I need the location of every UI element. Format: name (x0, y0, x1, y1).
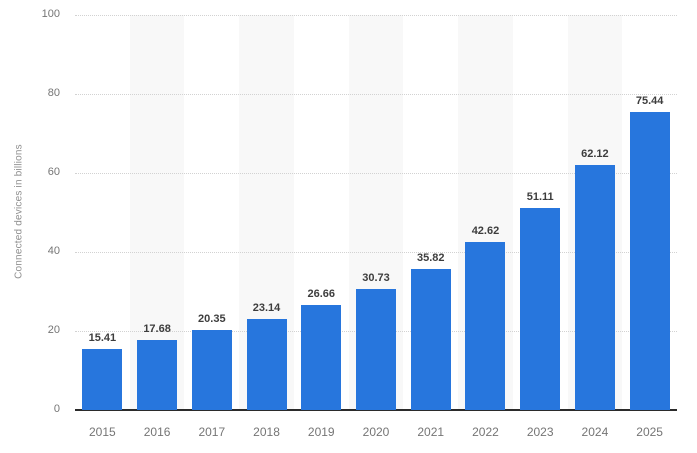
bar-value-label-2018: 23.14 (252, 301, 281, 314)
x-axis-line (75, 409, 677, 411)
gridline-80 (75, 94, 677, 95)
bar-value-label-2024: 62.12 (581, 147, 609, 160)
bar-value-label-2016: 17.68 (143, 323, 171, 336)
y-tick-label-100: 100 (41, 8, 60, 20)
x-tick-label-2021: 2021 (417, 425, 445, 439)
bar-value-label-2021: 35.82 (416, 251, 445, 264)
bar-2019[interactable] (301, 304, 342, 410)
x-tick-label-2019: 2019 (307, 425, 335, 439)
bar-value-label-2025: 75.44 (635, 95, 664, 108)
x-tick-label-2020: 2020 (362, 425, 390, 439)
y-axis-title: Connected devices in billions (13, 144, 25, 279)
bar-2022[interactable] (465, 241, 506, 410)
x-tick-label-2017: 2017 (198, 425, 226, 439)
bar-value-label-2015: 15.41 (88, 332, 117, 345)
gridline-40 (75, 252, 677, 253)
plot-area: 15.41 17.68 20.35 23.14 26.66 30.73 35.82 42.62… (75, 15, 677, 411)
x-tick-label-2023: 2023 (526, 425, 554, 439)
x-tick-label-2018: 2018 (253, 425, 280, 439)
x-tick-label-2025: 2025 (636, 425, 663, 439)
bar-value-label-2022: 42.62 (471, 224, 500, 237)
y-tick-label-0: 0 (53, 403, 60, 415)
bar-2016[interactable] (137, 340, 178, 410)
y-tick-label-80: 80 (47, 87, 60, 99)
bar-value-label-2017: 20.35 (198, 312, 226, 325)
bar-2017[interactable] (191, 329, 232, 410)
bar-2024[interactable] (574, 164, 615, 410)
y-tick-label-40: 40 (47, 245, 60, 257)
gridline-60 (75, 173, 677, 174)
x-tick-label-2022: 2022 (472, 425, 499, 439)
y-tick-label-20: 20 (47, 324, 60, 336)
bar-2018[interactable] (246, 318, 287, 410)
bar-value-label-2020: 30.73 (362, 271, 390, 284)
bar-2021[interactable] (410, 268, 451, 410)
bar-2023[interactable] (520, 208, 561, 410)
gridline-100 (75, 15, 677, 16)
x-tick-label-2024: 2024 (581, 425, 609, 439)
x-tick-label-2015: 2015 (89, 425, 116, 439)
bar-value-label-2019: 26.66 (307, 287, 336, 300)
y-tick-label-60: 60 (47, 166, 60, 178)
bar-2020[interactable] (356, 288, 396, 410)
x-tick-label-2016: 2016 (143, 425, 171, 439)
bar-2025[interactable] (629, 112, 670, 410)
bar-2015[interactable] (82, 349, 123, 410)
bar-value-label-2023: 51.11 (526, 191, 554, 204)
